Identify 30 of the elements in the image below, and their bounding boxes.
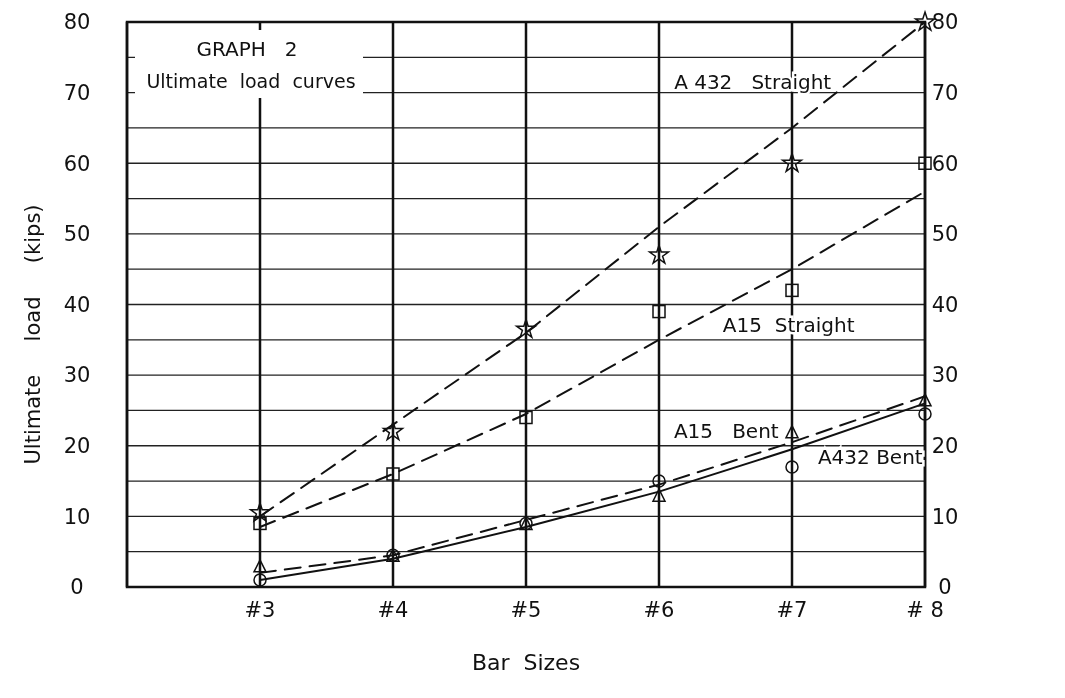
y2-tick-label: 80 (931, 10, 959, 35)
y2-tick-label: 30 (931, 363, 959, 388)
y2-tick-label: 50 (931, 222, 959, 247)
y-tick-label: 10 (63, 504, 91, 529)
series-label: A432 Bent (817, 445, 923, 470)
y-tick-label: 50 (63, 222, 91, 247)
y-tick-label: 80 (63, 10, 91, 35)
y2-tick-label: 0 (938, 575, 952, 600)
y-tick-label: 30 (63, 363, 91, 388)
y2-tick-label: 40 (931, 292, 959, 317)
x-tick-label: #6 (643, 598, 675, 622)
x-tick-label: #5 (510, 598, 542, 622)
x-tick-label: #3 (244, 598, 276, 622)
series-label: A15 Bent (673, 418, 779, 443)
text: Ultimate load curves (146, 70, 356, 92)
text: GRAPH 2 (196, 37, 298, 61)
y-tick-label: 0 (70, 575, 84, 600)
x-tick-label: # 8 (906, 598, 944, 622)
x-tick-label: #7 (776, 598, 808, 622)
y2-tick-label: 10 (931, 504, 959, 529)
y2-tick-label: 60 (931, 151, 959, 176)
y-tick-label: 70 (63, 80, 91, 105)
x-axis-title: Bar Sizes (471, 650, 581, 675)
x-tick-label: #4 (377, 598, 409, 622)
y2-tick-label: 20 (931, 434, 959, 459)
y-tick-label: 40 (63, 292, 91, 317)
y-tick-label: 60 (63, 151, 91, 176)
y2-tick-label: 70 (931, 80, 959, 105)
y-axis-title: Ultimate load (kips) (21, 204, 45, 465)
y-tick-label: 20 (63, 434, 91, 459)
